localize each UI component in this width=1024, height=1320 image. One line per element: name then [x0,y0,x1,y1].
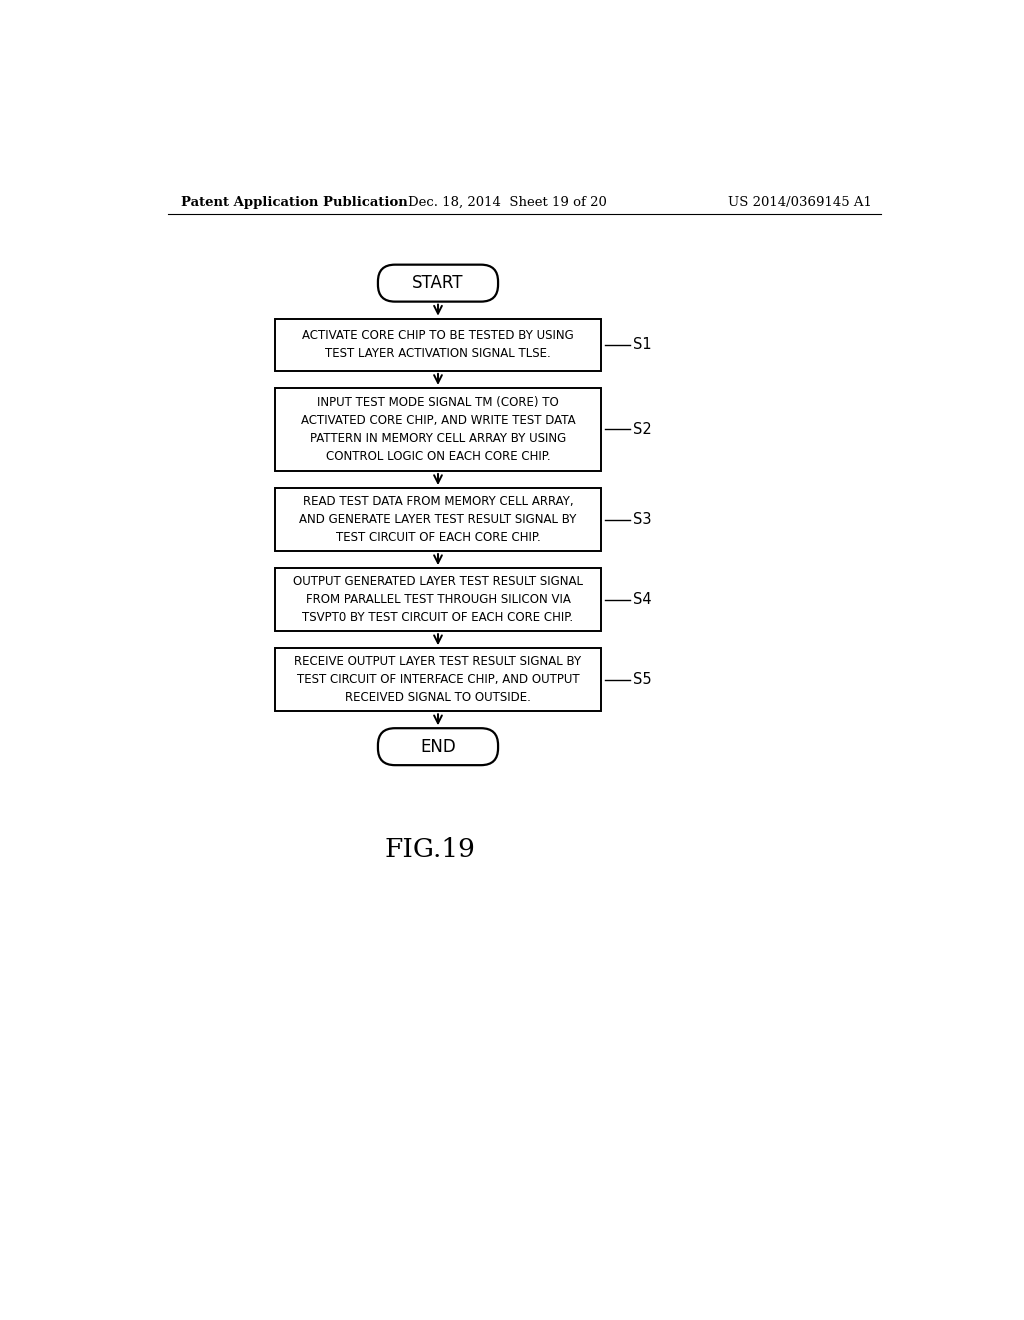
Text: S1: S1 [633,337,652,352]
FancyBboxPatch shape [378,264,498,302]
Bar [275,488,601,552]
Text: FIG.19: FIG.19 [385,837,476,862]
Text: END: END [420,738,456,755]
Text: Patent Application Publication: Patent Application Publication [180,195,408,209]
Text: S2: S2 [633,422,652,437]
Text: START: START [413,275,464,292]
Bar [275,568,601,631]
Text: INPUT TEST MODE SIGNAL TM (CORE) TO
ACTIVATED CORE CHIP, AND WRITE TEST DATA
PAT: INPUT TEST MODE SIGNAL TM (CORE) TO ACTI… [301,396,575,463]
FancyBboxPatch shape [378,729,498,766]
Text: S3: S3 [633,512,652,527]
Text: READ TEST DATA FROM MEMORY CELL ARRAY,
AND GENERATE LAYER TEST RESULT SIGNAL BY
: READ TEST DATA FROM MEMORY CELL ARRAY, A… [299,495,577,544]
Bar [275,388,601,471]
Text: S4: S4 [633,593,652,607]
Text: ACTIVATE CORE CHIP TO BE TESTED BY USING
TEST LAYER ACTIVATION SIGNAL TLSE.: ACTIVATE CORE CHIP TO BE TESTED BY USING… [302,329,573,360]
Text: S5: S5 [633,672,652,688]
Bar [275,318,601,371]
Text: OUTPUT GENERATED LAYER TEST RESULT SIGNAL
FROM PARALLEL TEST THROUGH SILICON VIA: OUTPUT GENERATED LAYER TEST RESULT SIGNA… [293,576,583,624]
Text: US 2014/0369145 A1: US 2014/0369145 A1 [728,195,872,209]
Bar [275,648,601,711]
Text: Dec. 18, 2014  Sheet 19 of 20: Dec. 18, 2014 Sheet 19 of 20 [409,195,607,209]
Text: RECEIVE OUTPUT LAYER TEST RESULT SIGNAL BY
TEST CIRCUIT OF INTERFACE CHIP, AND O: RECEIVE OUTPUT LAYER TEST RESULT SIGNAL … [295,655,582,704]
